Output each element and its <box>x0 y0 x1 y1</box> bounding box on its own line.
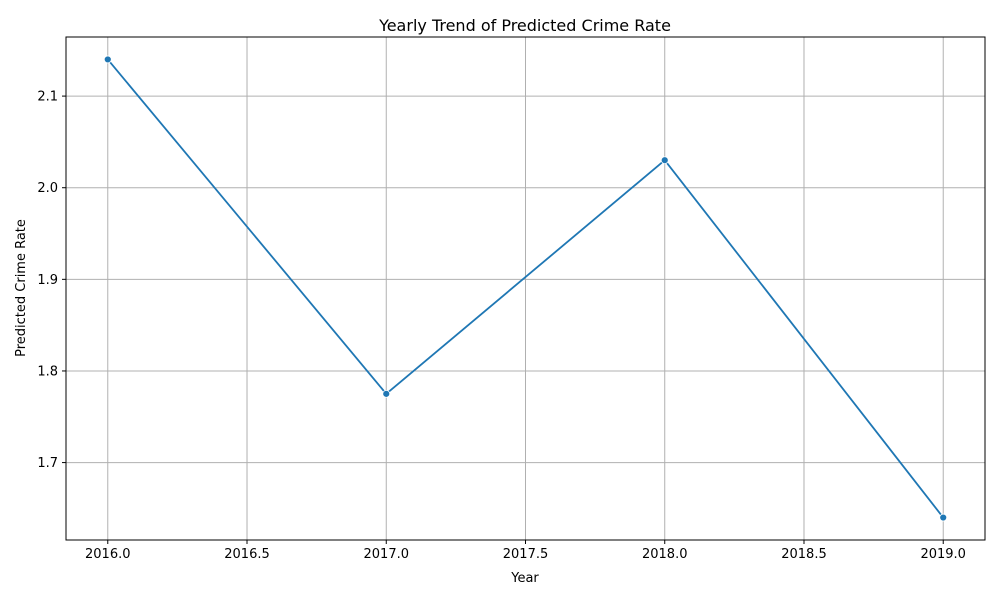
data-point <box>939 513 948 522</box>
y-tick-label: 1.7 <box>37 456 58 471</box>
chart-title: Yearly Trend of Predicted Crime Rate <box>378 16 671 35</box>
x-tick-label: 2016.0 <box>85 547 131 562</box>
y-tick-label: 1.8 <box>37 364 58 379</box>
series-line <box>107 58 944 519</box>
y-tick-label: 1.9 <box>37 273 58 288</box>
grid <box>66 37 985 540</box>
y-tick-label: 2.1 <box>37 90 58 105</box>
y-axis-label: Predicted Crime Rate <box>14 219 29 357</box>
x-tick-label: 2017.0 <box>364 547 410 562</box>
x-tick-label: 2018.0 <box>642 547 688 562</box>
x-tick-label: 2017.5 <box>503 547 549 562</box>
y-axis: 1.7 1.8 1.9 2.0 2.1 <box>37 90 66 471</box>
series-layer <box>103 55 948 522</box>
y-tick-label: 2.0 <box>37 181 58 196</box>
data-point <box>103 55 112 64</box>
data-point <box>382 389 391 398</box>
x-axis-label: Year <box>510 571 539 586</box>
x-tick-label: 2019.0 <box>920 547 966 562</box>
data-point <box>660 156 669 165</box>
x-axis: 2016.0 2016.5 2017.0 2017.5 2018.0 2018.5 2019… <box>85 540 966 562</box>
x-tick-label: 2018.5 <box>781 547 827 562</box>
x-tick-label: 2016.5 <box>224 547 270 562</box>
